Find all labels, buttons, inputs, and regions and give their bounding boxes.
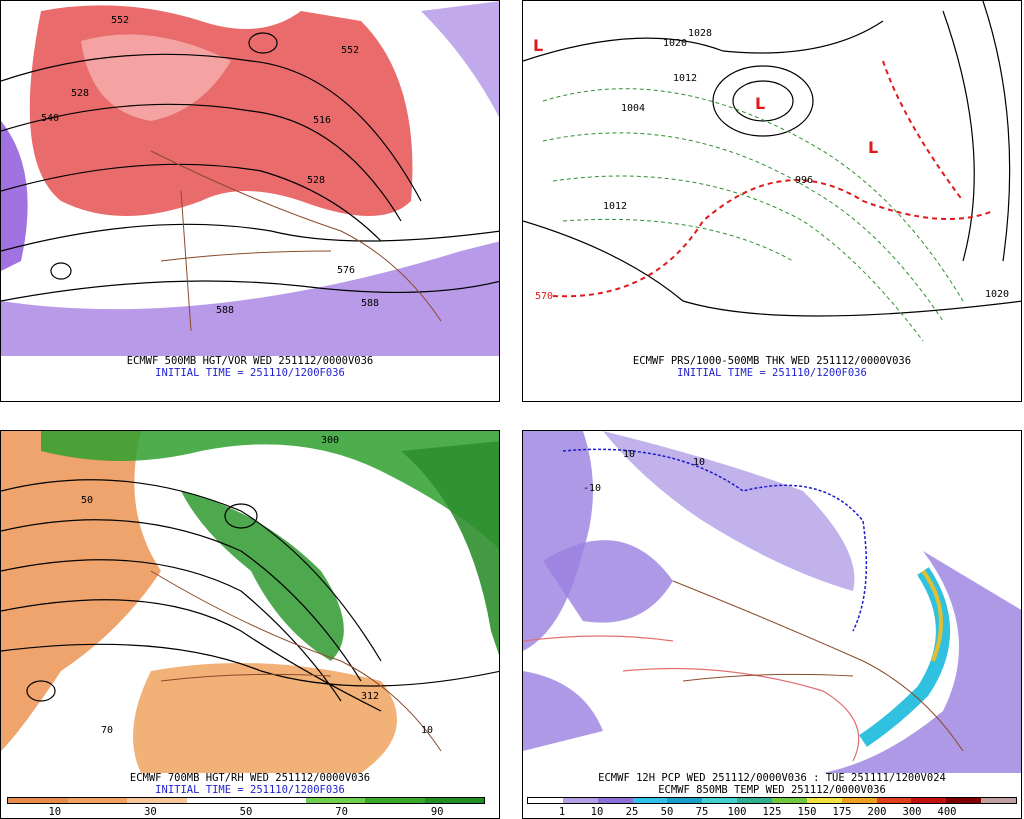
map-700mb: 300 50 312 10 70 bbox=[1, 431, 499, 773]
legend-swatch bbox=[946, 798, 982, 803]
panel-caption: ECMWF PRS/1000-500MB THK WED 251112/0000… bbox=[523, 355, 1021, 379]
map-prs-thk: 1020 1028 1012 1004 996 1012 1020 570 L … bbox=[523, 1, 1021, 356]
legend-tick-label: 125 bbox=[762, 806, 782, 818]
legend-tick-label: 175 bbox=[832, 806, 852, 818]
panel-caption: ECMWF 12H PCP WED 251112/0000V036 : TUE … bbox=[523, 772, 1021, 796]
low-marker: L bbox=[755, 94, 765, 113]
legend-swatch bbox=[632, 798, 668, 803]
legend-swatch bbox=[67, 798, 127, 803]
legend-tick-label: 300 bbox=[902, 806, 922, 818]
low-marker: L bbox=[868, 138, 878, 157]
panel-500mb-hgt-vor: 552 528 540 552 576 588 588 516 528 ECMW… bbox=[0, 0, 500, 402]
contour-label: 528 bbox=[71, 88, 89, 99]
contour-label: 516 bbox=[313, 115, 331, 126]
isobar-label: 1020 bbox=[985, 289, 1009, 300]
map-500mb: 552 528 540 552 576 588 588 516 528 bbox=[1, 1, 499, 356]
legend-tick-label: 1 bbox=[558, 806, 566, 818]
legend-swatch bbox=[365, 798, 425, 803]
legend-swatch bbox=[841, 798, 877, 803]
thickness-label: 570 bbox=[535, 291, 553, 302]
temp-label: 10 bbox=[693, 457, 705, 468]
legend-swatch bbox=[806, 798, 842, 803]
caption-title: ECMWF PRS/1000-500MB THK WED 251112/0000… bbox=[632, 355, 912, 367]
isobar-label: 996 bbox=[795, 175, 813, 186]
legend-tick-label: 70 bbox=[335, 806, 348, 818]
legend-tick-label: 90 bbox=[430, 806, 444, 818]
rh-label: 70 bbox=[101, 725, 113, 736]
legend-swatch bbox=[772, 798, 807, 803]
isobar-label: 1012 bbox=[603, 201, 627, 212]
legend-tick-label: 10 bbox=[48, 806, 62, 818]
legend-tick-label: 50 bbox=[239, 806, 253, 818]
caption-init-time: INITIAL TIME = 251110/1200F036 bbox=[155, 784, 345, 796]
pcp-color-legend bbox=[527, 797, 1017, 804]
legend-tick-label: 10 bbox=[590, 806, 604, 818]
panel-pcp-850mb-temp: 10 10 -10 ECMWF 12H PCP WED 251112/0000V… bbox=[522, 430, 1022, 819]
contour-label: 300 bbox=[321, 435, 339, 446]
legend-swatch bbox=[981, 798, 1017, 803]
isobar-label: 1028 bbox=[688, 28, 712, 39]
isobar-label: 1020 bbox=[663, 38, 687, 49]
caption-init-time: INITIAL TIME = 251110/1200F036 bbox=[677, 367, 867, 379]
isobar-label: 1012 bbox=[673, 73, 697, 84]
legend-swatch bbox=[424, 798, 484, 803]
legend-swatch bbox=[246, 798, 306, 803]
legend-swatch bbox=[305, 798, 365, 803]
legend-swatch bbox=[876, 798, 912, 803]
rh-label: 50 bbox=[81, 495, 93, 506]
legend-tick-label: 100 bbox=[727, 806, 747, 818]
caption-title: ECMWF 12H PCP WED 251112/0000V036 : TUE … bbox=[598, 772, 946, 784]
legend-swatch bbox=[562, 798, 598, 803]
rh-color-legend bbox=[7, 797, 485, 804]
contour-label: 528 bbox=[307, 175, 325, 186]
legend-swatch bbox=[127, 798, 187, 803]
isobar-label: 1004 bbox=[621, 103, 645, 114]
legend-swatch bbox=[597, 798, 633, 803]
temp-label: -10 bbox=[583, 483, 601, 494]
panel-caption: ECMWF 500MB HGT/VOR WED 251112/0000V036 … bbox=[1, 355, 499, 379]
panel-700mb-hgt-rh: 300 50 312 10 70 ECMWF 700MB HGT/RH WED … bbox=[0, 430, 500, 819]
panel-prs-thk: 1020 1028 1012 1004 996 1012 1020 570 L … bbox=[522, 0, 1022, 402]
legend-swatch bbox=[528, 798, 563, 803]
contour-label: 552 bbox=[341, 45, 359, 56]
legend-tick-label: 200 bbox=[867, 806, 887, 818]
contour-label: 552 bbox=[111, 15, 129, 26]
legend-tick-label: 75 bbox=[695, 806, 709, 818]
legend-swatch bbox=[737, 798, 773, 803]
legend-swatch bbox=[911, 798, 947, 803]
low-marker: L bbox=[533, 36, 543, 55]
contour-label: 312 bbox=[361, 691, 379, 702]
legend-tick-label: 30 bbox=[144, 806, 157, 818]
contour-label: 588 bbox=[216, 305, 234, 316]
legend-swatch bbox=[702, 798, 738, 803]
contour-label: 576 bbox=[337, 265, 355, 276]
map-pcp-temp: 10 10 -10 bbox=[523, 431, 1021, 773]
legend-swatch bbox=[186, 798, 246, 803]
contour-label: 588 bbox=[361, 298, 379, 309]
legend-swatch bbox=[667, 798, 703, 803]
legend-tick-label: 25 bbox=[625, 806, 639, 818]
contour-label: 540 bbox=[41, 113, 59, 124]
caption-title: ECMWF 700MB HGT/RH WED 251112/0000V036 bbox=[129, 772, 371, 784]
temp-label: 10 bbox=[623, 449, 635, 460]
rh-label: 10 bbox=[421, 725, 433, 736]
caption-init-time: INITIAL TIME = 251110/1200F036 bbox=[155, 367, 345, 379]
caption-title: ECMWF 500MB HGT/VOR WED 251112/0000V036 bbox=[126, 355, 374, 367]
legend-swatch bbox=[8, 798, 68, 803]
panel-caption: ECMWF 700MB HGT/RH WED 251112/0000V036 I… bbox=[1, 772, 499, 796]
legend-tick-label: 150 bbox=[797, 806, 817, 818]
caption-subtitle: ECMWF 850MB TEMP WED 251112/0000V036 bbox=[658, 784, 886, 796]
legend-tick-label: 50 bbox=[660, 806, 674, 818]
legend-tick-label: 400 bbox=[937, 806, 957, 818]
